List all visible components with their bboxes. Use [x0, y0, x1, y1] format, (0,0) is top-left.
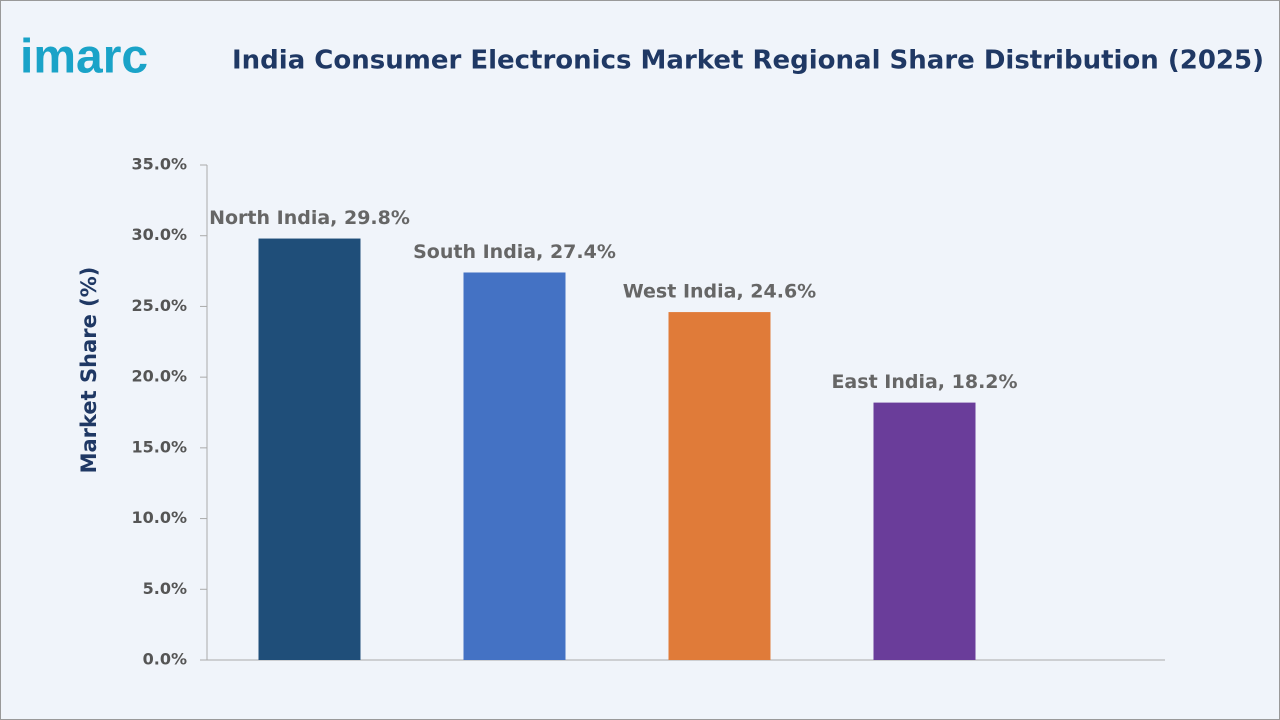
- y-tick-label: 10.0%: [131, 508, 187, 527]
- chart-title: India Consumer Electronics Market Region…: [232, 46, 1264, 76]
- bar: [873, 402, 976, 660]
- data-label: East India, 18.2%: [831, 371, 1017, 393]
- bar: [463, 272, 566, 660]
- data-label: West India, 24.6%: [623, 281, 816, 303]
- logo: imarc: [20, 31, 148, 84]
- y-tick-label: 35.0%: [131, 155, 187, 174]
- y-tick-label: 30.0%: [131, 225, 187, 244]
- y-tick-label: 5.0%: [143, 579, 187, 598]
- y-axis-label: Market Share (%): [77, 267, 101, 474]
- data-label: North India, 29.8%: [209, 207, 410, 229]
- y-tick-label: 15.0%: [131, 437, 187, 456]
- y-tick-label: 20.0%: [131, 367, 187, 386]
- y-tick-label: 0.0%: [143, 650, 187, 669]
- bar: [258, 238, 361, 661]
- y-tick-label: 25.0%: [131, 296, 187, 315]
- bar: [668, 312, 771, 660]
- data-label: South India, 27.4%: [413, 241, 616, 263]
